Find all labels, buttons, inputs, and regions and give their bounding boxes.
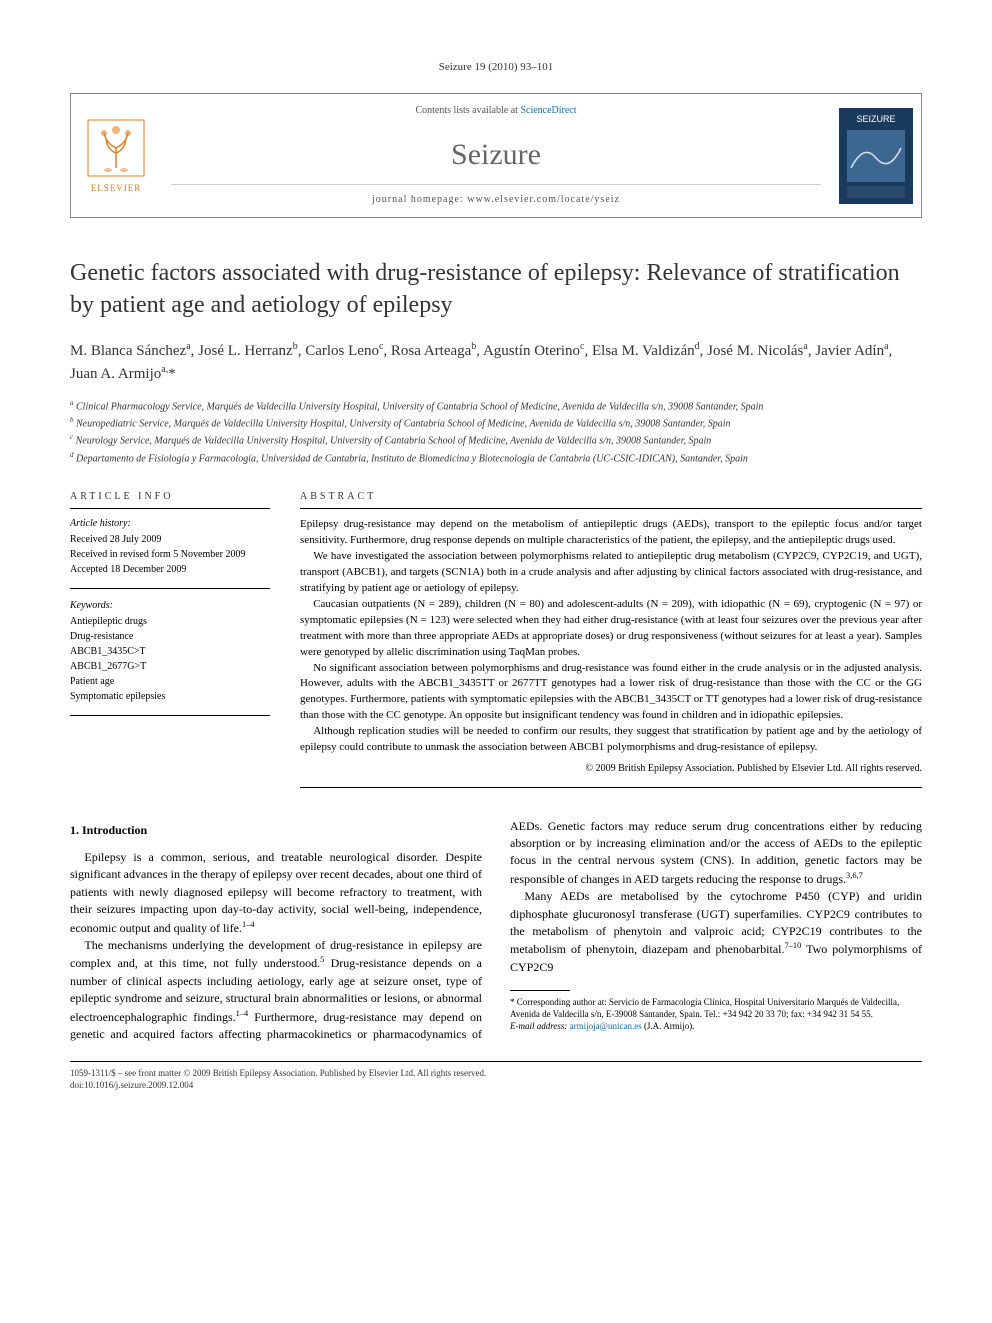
abstract-paragraph: Epilepsy drug-resistance may depend on t… <box>300 517 922 549</box>
publisher-name: ELSEVIER <box>91 182 142 195</box>
publisher-logo: ELSEVIER <box>71 94 161 217</box>
corresponding-text: * Corresponding author at: Servicio de F… <box>510 997 922 1020</box>
affiliation-item: c Neurology Service, Marqués de Valdecil… <box>70 432 922 448</box>
author-list: M. Blanca Sáncheza, José L. Herranzb, Ca… <box>70 339 922 386</box>
corresponding-author-footnote: * Corresponding author at: Servicio de F… <box>510 997 922 1032</box>
history-item: Received in revised form 5 November 2009 <box>70 548 270 562</box>
keyword-item: Patient age <box>70 675 270 689</box>
corresponding-email[interactable]: armijoja@unican.es <box>570 1021 642 1031</box>
body-paragraph: Epilepsy is a common, serious, and treat… <box>70 849 482 937</box>
keyword-item: Drug-resistance <box>70 630 270 644</box>
history-item: Accepted 18 December 2009 <box>70 563 270 577</box>
article-info-heading: ARTICLE INFO <box>70 490 270 509</box>
sciencedirect-link[interactable]: ScienceDirect <box>520 105 576 116</box>
abstract-paragraph: No significant association between polym… <box>300 661 922 725</box>
elsevier-tree-icon <box>86 118 146 178</box>
keyword-item: ABCB1_2677G>T <box>70 660 270 674</box>
abstract-paragraph: Although replication studies will be nee… <box>300 724 922 756</box>
keyword-item: Antiepileptic drugs <box>70 615 270 629</box>
email-label: E-mail address: <box>510 1021 567 1031</box>
keyword-item: Symptomatic epilepsies <box>70 690 270 704</box>
body-paragraph: Many AEDs are metabolised by the cytochr… <box>510 888 922 976</box>
issn-copyright-line: 1059-1311/$ – see front matter © 2009 Br… <box>70 1068 922 1080</box>
abstract-copyright: © 2009 British Epilepsy Association. Pub… <box>300 762 922 777</box>
history-item: Received 28 July 2009 <box>70 533 270 547</box>
article-body: 1. Introduction Epilepsy is a common, se… <box>70 818 922 1044</box>
bottom-separator <box>70 1061 922 1062</box>
abstract-paragraph: We have investigated the association bet… <box>300 549 922 597</box>
keyword-item: ABCB1_3435C>T <box>70 645 270 659</box>
history-label: Article history: <box>70 517 270 531</box>
abstract-paragraph: Caucasian outpatients (N = 289), childre… <box>300 597 922 661</box>
contents-prefix: Contents lists available at <box>415 105 520 116</box>
article-title: Genetic factors associated with drug-res… <box>70 258 922 320</box>
homepage-url[interactable]: www.elsevier.com/locate/yseiz <box>467 194 620 205</box>
journal-homepage-line: journal homepage: www.elsevier.com/locat… <box>171 184 821 207</box>
email-author-name: (J.A. Armijo). <box>644 1021 695 1031</box>
journal-cover-thumbnail: SEIZURE <box>831 94 921 217</box>
contents-available-line: Contents lists available at ScienceDirec… <box>161 104 831 118</box>
svg-text:SEIZURE: SEIZURE <box>856 114 895 124</box>
footnote-separator <box>510 990 570 991</box>
journal-header-box: ELSEVIER Contents lists available at Sci… <box>70 93 922 218</box>
affiliations-list: a Clinical Pharmacology Service, Marqués… <box>70 398 922 466</box>
abstract-heading: ABSTRACT <box>300 490 922 509</box>
homepage-prefix: journal homepage: <box>372 194 467 205</box>
article-info-sidebar: ARTICLE INFO Article history: Received 2… <box>70 490 270 788</box>
affiliation-item: b Neuropediatric Service, Marqués de Val… <box>70 415 922 431</box>
abstract-column: ABSTRACT Epilepsy drug-resistance may de… <box>300 490 922 788</box>
affiliation-item: a Clinical Pharmacology Service, Marqués… <box>70 398 922 414</box>
running-header: Seizure 19 (2010) 93–101 <box>70 60 922 75</box>
abstract-text: Epilepsy drug-resistance may depend on t… <box>300 517 922 788</box>
journal-name: Seizure <box>161 134 831 176</box>
keywords-label: Keywords: <box>70 599 270 613</box>
doi-line: doi:10.1016/j.seizure.2009.12.004 <box>70 1080 922 1092</box>
bottom-publication-info: 1059-1311/$ – see front matter © 2009 Br… <box>70 1068 922 1091</box>
cover-image-icon: SEIZURE <box>839 108 913 204</box>
affiliation-item: d Departamento de Fisiología y Farmacolo… <box>70 450 922 466</box>
section-heading-introduction: 1. Introduction <box>70 822 482 839</box>
